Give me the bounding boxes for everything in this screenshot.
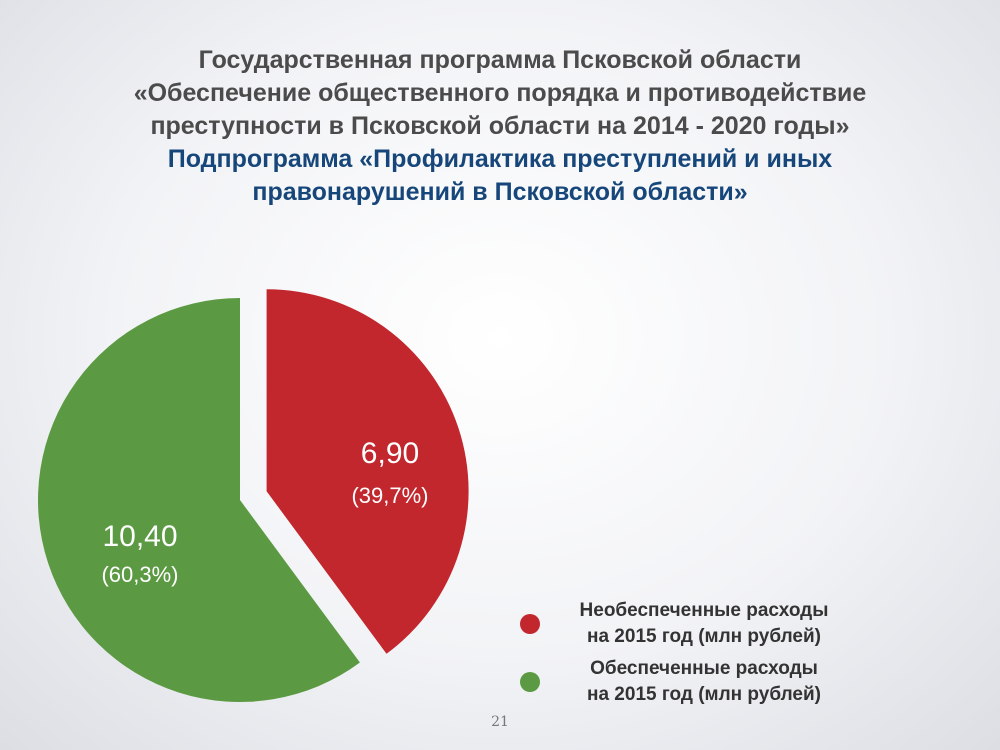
pie-slice-secured	[38, 298, 360, 702]
legend-item-secured: Обеспеченные расходы на 2015 год (млн ру…	[520, 656, 860, 708]
title-line-3: преступности в Псковской области на 2014…	[150, 112, 850, 140]
legend-label-secured-1: Обеспеченные расходы	[590, 658, 818, 679]
title-line-1: Государственная программа Псковской обла…	[198, 46, 802, 74]
subtitle-line-2: правонарушений в Псковской области»	[252, 178, 748, 206]
slice-percent-secured: (60,3%)	[101, 562, 178, 587]
subtitle-line-1: Подпрограмма «Профилактика преступлений …	[167, 145, 833, 173]
legend-label-unsecured-2: на 2015 год (млн рублей)	[586, 626, 821, 647]
chart-legend: Необеспеченные расходы на 2015 год (млн …	[520, 598, 860, 714]
legend-label-secured-2: на 2015 год (млн рублей)	[586, 684, 821, 705]
slide-title: Государственная программа Псковской обла…	[40, 44, 960, 209]
page-number: 21	[491, 714, 509, 730]
slice-percent-unsecured: (39,7%)	[351, 483, 428, 508]
legend-dot-red	[520, 614, 540, 634]
legend-dot-green	[520, 672, 540, 692]
slice-value-unsecured: 6,90	[361, 437, 419, 470]
title-line-2: «Обеспечение общественного порядка и про…	[133, 79, 867, 107]
legend-item-unsecured: Необеспеченные расходы на 2015 год (млн …	[520, 598, 860, 650]
slice-value-secured: 10,40	[102, 520, 177, 553]
legend-label-unsecured-1: Необеспеченные расходы	[579, 600, 829, 621]
pie-slice-unsecured	[266, 289, 469, 654]
